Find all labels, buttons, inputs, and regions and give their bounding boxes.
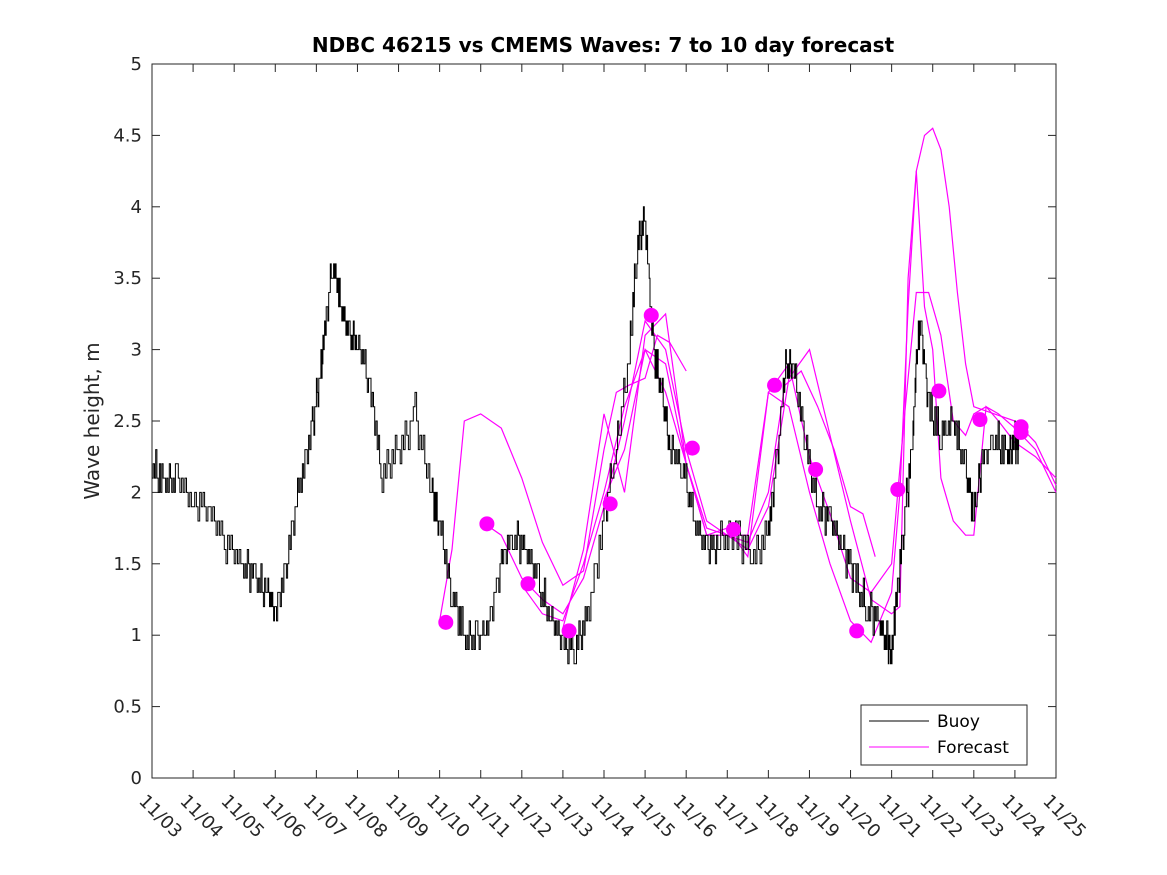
legend-label-buoy: Buoy (937, 712, 980, 732)
forecast-marker (1013, 424, 1029, 440)
forecast-marker (849, 623, 865, 639)
forecast-marker (890, 482, 906, 498)
y-tick-label: 4 (131, 197, 142, 218)
legend-label-forecast: Forecast (937, 738, 1009, 758)
legend-box (860, 704, 1028, 766)
forecast-marker (972, 412, 988, 428)
forecast-line-4 (562, 291, 1057, 629)
y-axis-label: Wave height, m (80, 342, 104, 499)
forecast-line-1 (439, 334, 687, 622)
forecast-marker (684, 440, 700, 456)
y-tick-label: 2 (131, 482, 142, 503)
plot-area (151, 63, 1057, 779)
buoy-line (152, 206, 1020, 665)
forecast-line-3 (521, 127, 1057, 622)
y-tick-label: 3 (131, 340, 142, 361)
legend: Buoy Forecast (860, 704, 1028, 766)
y-axis: 0 0.5 1 1.5 2 2.5 3 3.5 4 4.5 5 (113, 54, 1056, 789)
forecast-marker (561, 623, 577, 639)
forecast-marker (808, 462, 824, 478)
forecast-marker (602, 496, 618, 512)
y-tick-label: 4.5 (113, 125, 142, 146)
chart-title: NDBC 46215 vs CMEMS Waves: 7 to 10 day f… (312, 33, 895, 57)
y-tick-label: 1 (131, 625, 142, 646)
y-tick-label: 1.5 (113, 554, 142, 575)
y-tick-label: 2.5 (113, 411, 142, 432)
forecast-marker (931, 383, 947, 399)
y-tick-label: 0 (131, 768, 142, 789)
forecast-marker (643, 307, 659, 323)
forecast-marker (479, 516, 495, 532)
y-tick-label: 5 (131, 54, 142, 75)
forecast-marker (725, 522, 741, 538)
series-layer (152, 127, 1057, 665)
y-tick-label: 3.5 (113, 268, 142, 289)
forecast-marker (520, 576, 536, 592)
axes-box (151, 63, 1057, 779)
forecast-marker (767, 377, 783, 393)
forecast-marker (438, 614, 454, 630)
y-tick-label: 0.5 (113, 697, 142, 718)
